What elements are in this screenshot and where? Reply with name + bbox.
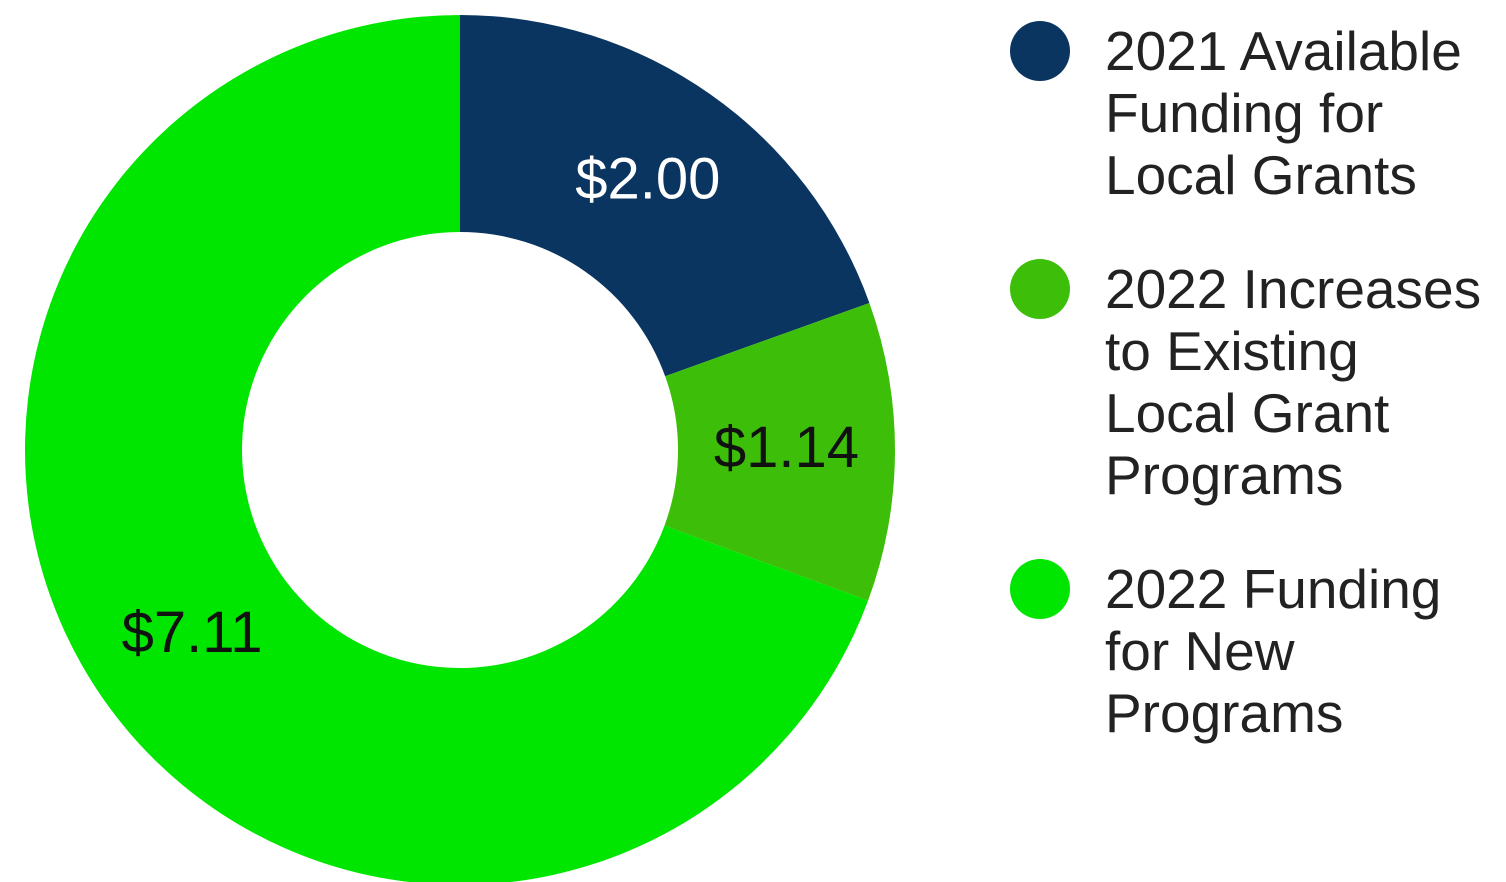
legend-label: 2022 Funding for New Programs [1105, 558, 1442, 744]
legend-label: 2021 Available Funding for Local Grants [1105, 20, 1462, 206]
slice [25, 15, 869, 882]
slice [664, 302, 896, 601]
legend-label: 2022 Increases to Existing Local Grant P… [1105, 258, 1482, 506]
legend-marker [1010, 559, 1070, 619]
chart: $2.00 $1.14 $7.11 [25, 15, 896, 882]
value-label: $2.00 [575, 146, 720, 211]
legend-marker [1010, 21, 1070, 81]
value-label: $7.11 [122, 600, 263, 665]
value-label: $1.14 [714, 415, 859, 480]
legend-item: 2022 Increases to Existing Local Grant P… [1010, 258, 1506, 506]
legend-marker [1010, 259, 1070, 319]
slice [460, 15, 870, 377]
legend: 2021 Available Funding for Local Grants 2… [1010, 20, 1506, 744]
legend-item: 2021 Available Funding for Local Grants [1010, 20, 1506, 206]
legend-item: 2022 Funding for New Programs [1010, 558, 1506, 744]
